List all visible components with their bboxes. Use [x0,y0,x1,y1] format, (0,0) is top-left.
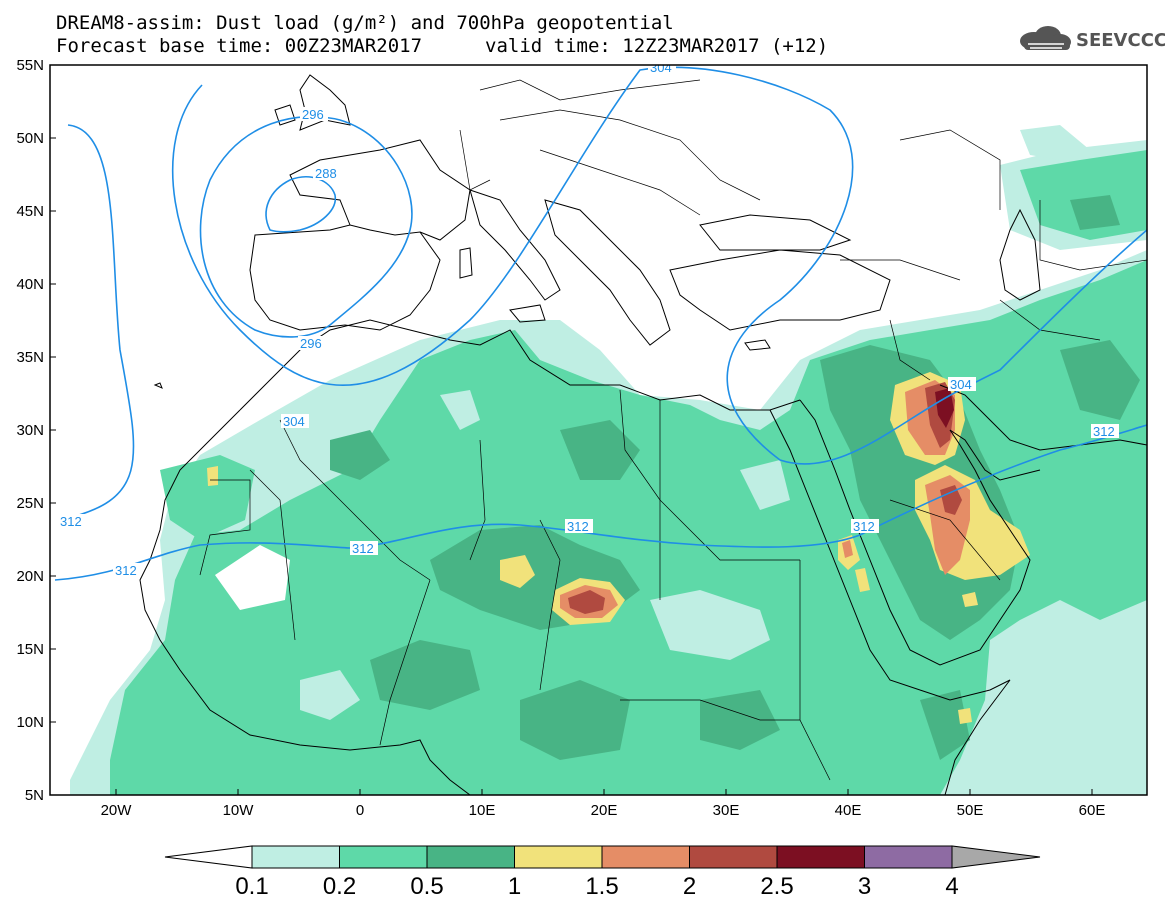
contour-label: 304 [950,377,972,392]
contour-label: 296 [302,107,324,122]
contour-label: 312 [60,514,82,529]
lat-label: 10N [16,714,44,731]
dust-gaps [215,390,790,720]
geopotential-contours [54,66,1147,581]
contour-label: 312 [853,519,875,534]
contour-label: 312 [352,541,374,556]
coastlines [139,74,1147,795]
colorbar-swatch [601,845,690,869]
lon-axis [115,789,1093,795]
colorbar-swatch [514,845,603,869]
contour-label-group: 304 296 288 296 304 312 312 312 312 312 … [58,60,1119,578]
valid-time: valid time: 12Z23MAR2017 (+12) [485,35,829,57]
contour-label: 312 [567,519,589,534]
lat-label: 25N [16,495,44,512]
lat-label: 45N [16,203,44,220]
lat-label: 30N [16,422,44,439]
colorbar: 0.1 0.2 0.5 1 1.5 2 2.5 3 4 [164,845,1041,900]
lat-label: 55N [16,57,44,74]
lon-label: 30E [713,802,740,819]
contour-label: 304 [283,414,305,429]
logo-text: SEEVCCC [1076,30,1165,51]
colorbar-swatch [426,845,515,869]
colorbar-tick-label: 0.2 [323,873,356,900]
colorbar-tick-label: 4 [945,873,958,900]
lat-label: 5N [25,787,44,804]
lon-label: 50E [957,802,984,819]
lon-label: 10E [469,802,496,819]
colorbar-low-arrow [164,845,253,869]
lon-label: 10W [223,802,255,819]
lat-label: 35N [16,349,44,366]
forecast-base-time: Forecast base time: 00Z23MAR2017 [56,35,423,57]
contour-288 [265,176,336,233]
colorbar-tick-label: 1 [508,873,521,900]
seevccc-logo: SEEVCCC [1016,24,1165,54]
colorbar-tick-label: 1.5 [585,873,618,900]
lon-label: 0 [356,802,364,819]
lon-label: 40E [835,802,862,819]
lon-label: 60E [1079,802,1106,819]
lat-label: 15N [16,641,44,658]
lon-label: 20W [101,802,133,819]
lon-label: 20E [591,802,618,819]
lat-label: 20N [16,568,44,585]
lat-label: 50N [16,130,44,147]
lat-axis [50,64,56,796]
map-title: DREAM8-assim: Dust load (g/m²) and 700hP… [56,12,674,34]
cloud-logo-icon [1020,26,1071,50]
contour-label: 288 [315,166,337,181]
lat-label: 40N [16,276,44,293]
colorbar-high-arrow [951,845,1041,869]
contour-label: 312 [115,563,137,578]
contour-label: 296 [300,336,322,351]
contour-296 [199,115,413,338]
contour-312-west [59,124,135,521]
colorbar-tick-label: 0.5 [410,873,443,900]
contour-label: 312 [1093,424,1115,439]
colorbar-tick-label: 2.5 [760,873,793,900]
colorbar-tick-label: 3 [858,873,871,900]
colorbar-swatch [251,845,340,869]
contour-label: 304 [650,60,672,75]
colorbar-swatch [689,845,778,869]
colorbar-swatch [864,845,953,869]
colorbar-swatch [339,845,428,869]
colorbar-tick-label: 2 [683,873,696,900]
map-area: 304 296 288 296 304 312 312 312 312 312 … [50,60,1147,795]
contour-312 [54,424,1147,581]
contour-304 [171,66,1147,465]
colorbar-swatch [776,845,865,869]
dust-field-2.5 [935,388,954,428]
colorbar-tick-label: 0.1 [235,873,268,900]
